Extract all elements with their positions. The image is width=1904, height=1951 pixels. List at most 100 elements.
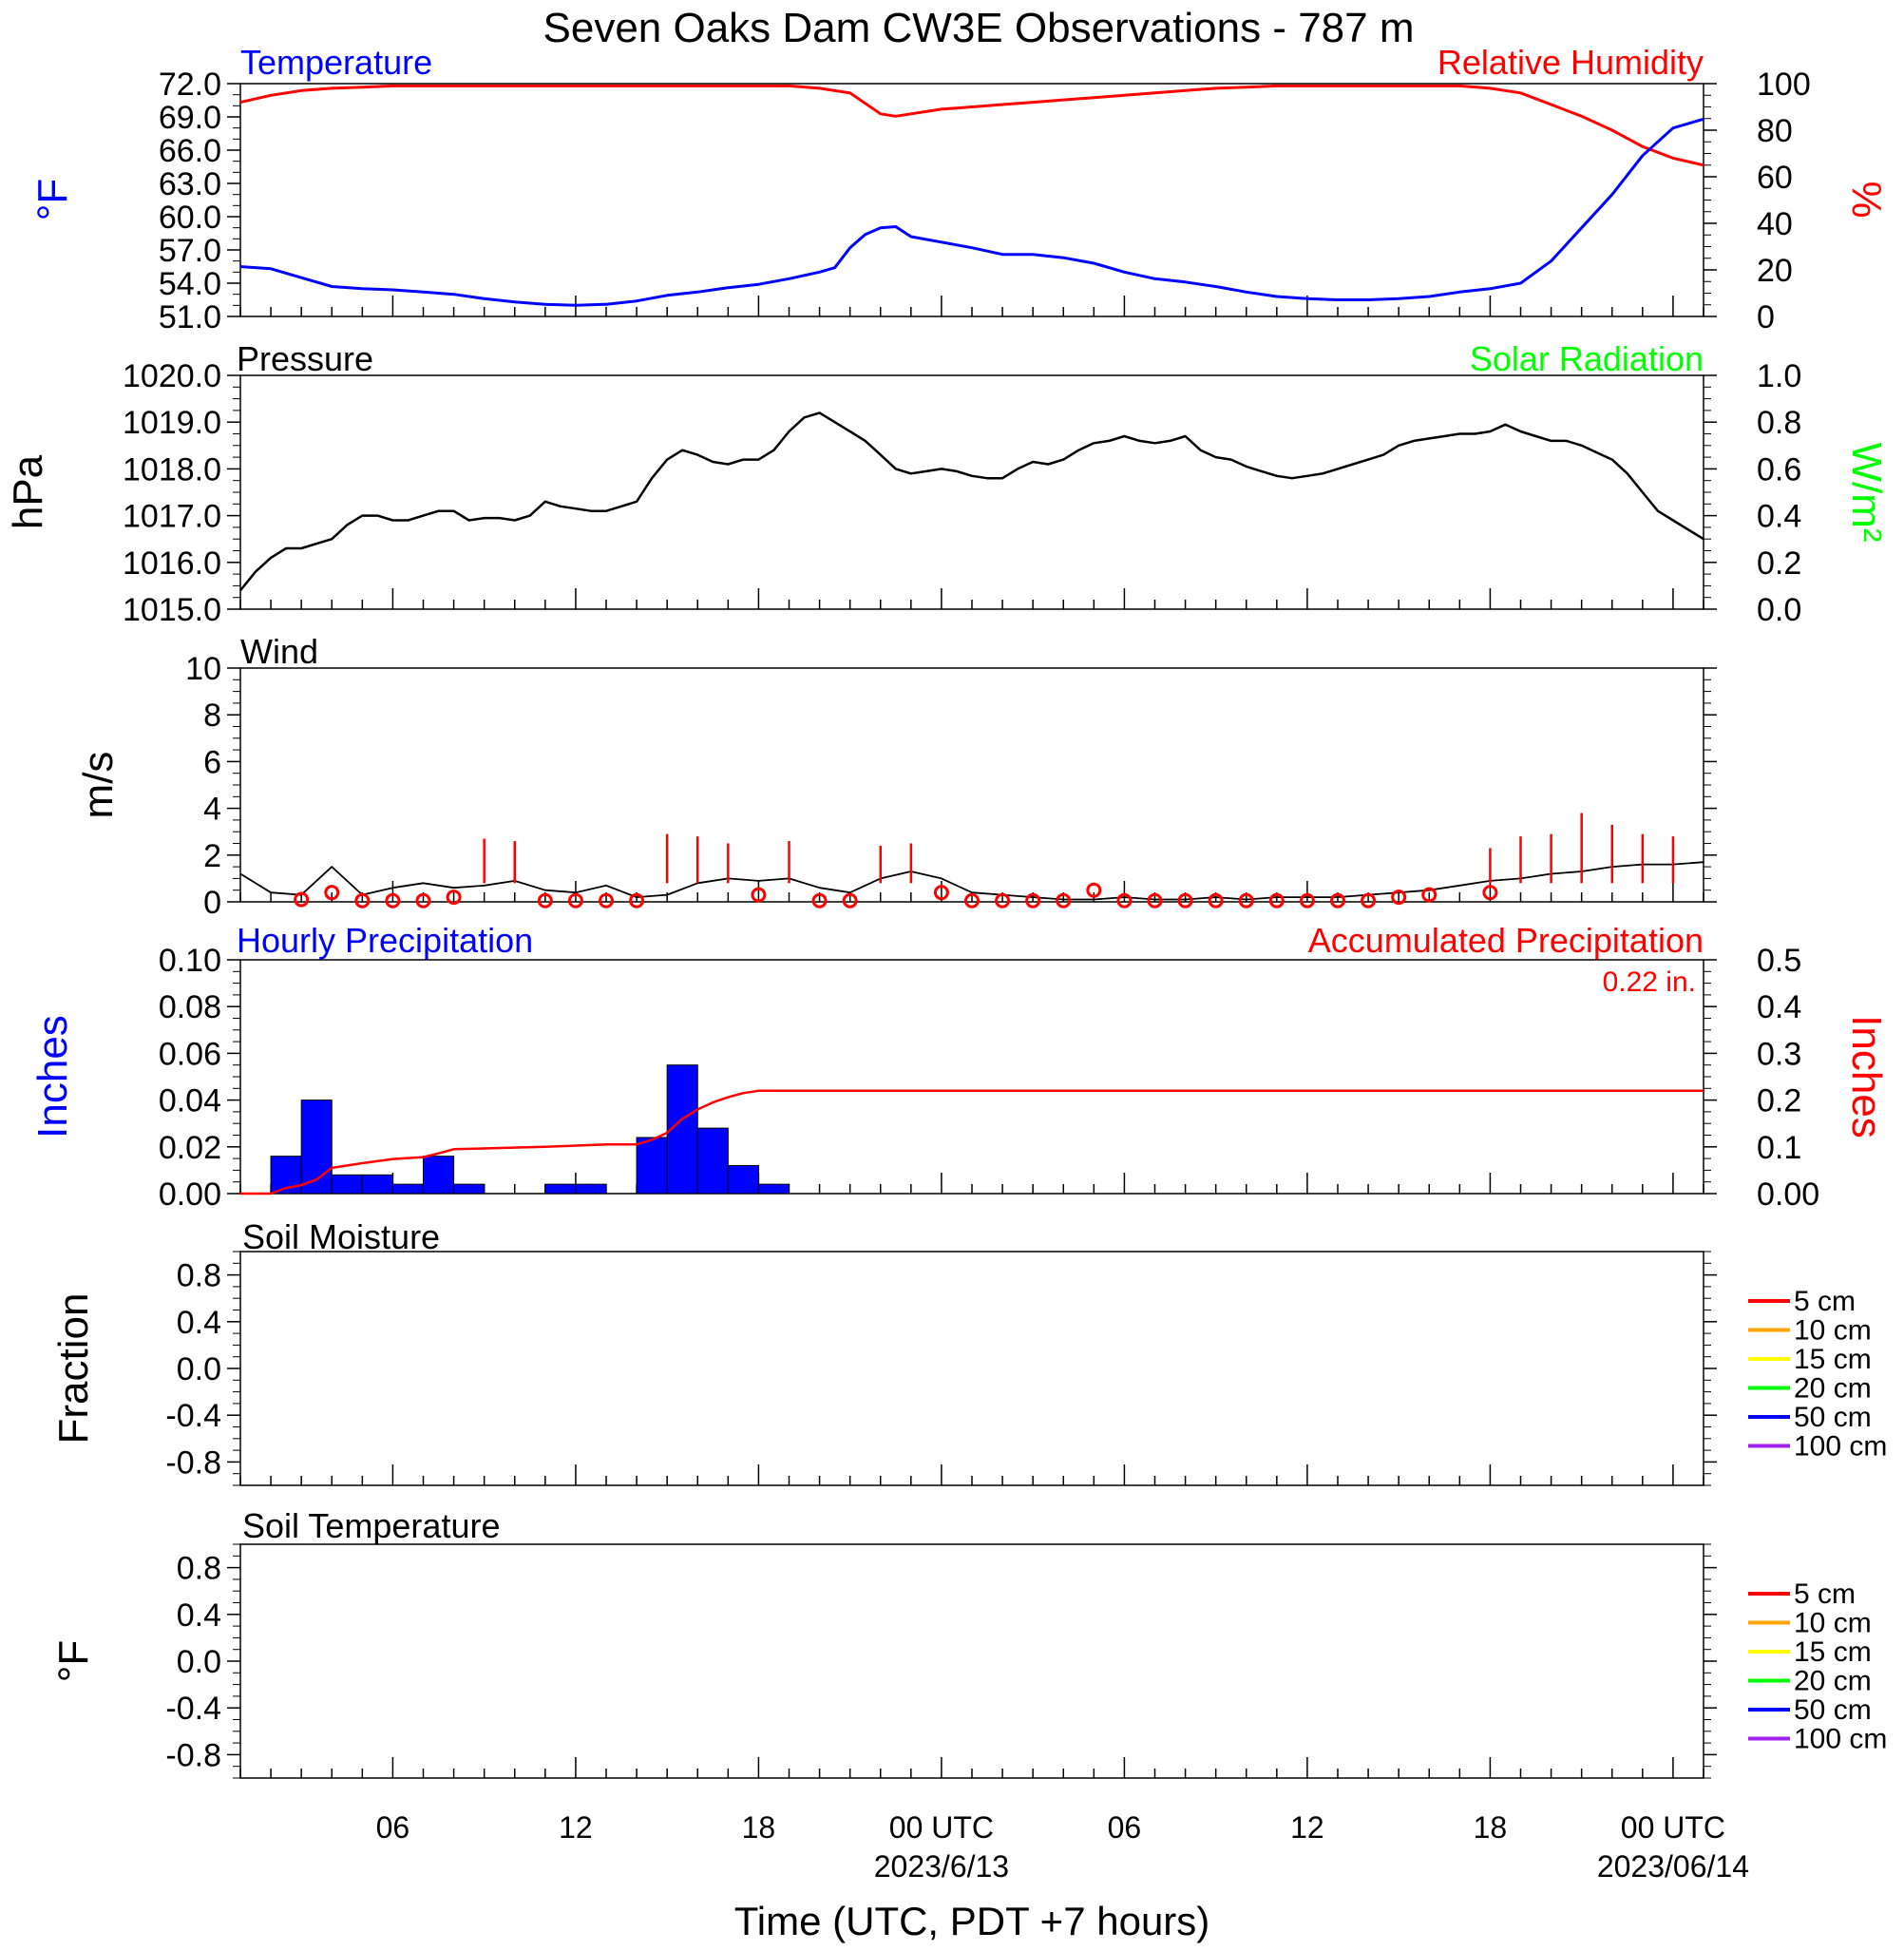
soil-moisture-y-tick-label: -0.8 xyxy=(165,1444,221,1481)
wind-hourly-point xyxy=(1299,892,1315,909)
soil-temperature-y-tick-label: -0.4 xyxy=(165,1691,221,1727)
pressure-y-tick-label: 1019.0 xyxy=(123,405,221,441)
humidity-y2-tick-label: 80 xyxy=(1757,113,1793,149)
wind-hourly-point xyxy=(1482,885,1498,901)
wind-y-tick-label: 8 xyxy=(203,698,221,734)
wind-hourly-point xyxy=(751,887,767,903)
wind-hourly-point xyxy=(415,892,431,909)
pressure-unit-label: hPa xyxy=(5,454,51,529)
wind-y-tick-label: 6 xyxy=(203,744,221,780)
humidity-y2-tick-label: 60 xyxy=(1757,160,1793,196)
x-tick-label: 18 xyxy=(742,1810,776,1845)
temperature-y-tick-label: 66.0 xyxy=(159,133,221,169)
soil-moisture-legend-label: 50 cm xyxy=(1794,1402,1872,1433)
solar-y2-tick-label: 1.0 xyxy=(1757,358,1801,394)
wind-hourly-point xyxy=(1147,892,1163,909)
temperature-y-tick-label: 60.0 xyxy=(159,200,221,236)
wind-hourly-point xyxy=(629,892,645,909)
soil-moisture-legend-label: 10 cm xyxy=(1794,1315,1872,1347)
wind-hourly-point xyxy=(354,892,371,909)
hourly-precip-unit-label: Inches xyxy=(29,1015,76,1138)
wind-y-tick-label: 2 xyxy=(203,838,221,874)
temperature-y-tick-label: 51.0 xyxy=(159,299,221,335)
soil-moisture-panel: 0.8 0.4 0.0 -0.4 -0.8 Soil Moisture Fraction 5 … xyxy=(50,1217,1887,1486)
wind-hourly-point xyxy=(842,892,858,909)
humidity-line xyxy=(239,84,1704,167)
accum-precip-y2-tick-label: 0.3 xyxy=(1757,1036,1801,1072)
humidity-y2-tick-label: 20 xyxy=(1757,253,1793,289)
hourly-precip-bar xyxy=(575,1183,607,1195)
soil-temperature-legend-label: 100 cm xyxy=(1794,1724,1887,1755)
wind-unit-label: m/s xyxy=(75,752,122,819)
temperature-y-tick-label: 54.0 xyxy=(159,266,221,302)
wind-hourly-point xyxy=(446,889,462,906)
temperature-y-tick-label: 63.0 xyxy=(159,166,221,202)
hourly-precip-y-tick-label: 0.10 xyxy=(159,943,221,979)
precipitation-panel: 0.10 0.08 0.06 0.04 0.02 0.00 0.5 0.4 0.3 0.2 0.1 0… xyxy=(29,921,1890,1213)
soil-temperature-y-tick-label: 0.4 xyxy=(177,1597,221,1634)
temperature-humidity-panel: 72.069.066.063.060.057.054.051.0 100 80 60 4… xyxy=(29,43,1890,335)
solar-unit-label: W/m² xyxy=(1843,442,1890,542)
temperature-panel-frame xyxy=(239,83,1704,317)
precip-total-label: 0.22 in. xyxy=(1603,966,1696,998)
soil-temperature-y-tick-label: -0.8 xyxy=(165,1737,221,1773)
wind-hourly-point xyxy=(1421,887,1438,903)
hourly-precip-bar xyxy=(391,1183,424,1195)
wind-hourly-point xyxy=(1116,892,1133,909)
wind-y-tick-label: 4 xyxy=(203,792,221,828)
solar-y2-tick-label: 0.4 xyxy=(1757,499,1801,535)
pressure-title: Pressure xyxy=(237,339,373,378)
hourly-precip-bar xyxy=(423,1156,455,1195)
pressure-panel-frame xyxy=(239,374,1704,610)
soil-moisture-y-tick-label: 0.4 xyxy=(177,1305,221,1341)
temperature-title: Temperature xyxy=(240,43,432,82)
wind-title: Wind xyxy=(240,632,318,671)
wind-y-tick-label: 10 xyxy=(185,651,221,687)
soil-moisture-legend-label: 100 cm xyxy=(1794,1431,1887,1463)
x-tick-label: 06 xyxy=(1108,1810,1142,1845)
accum-precip-y2-tick-label: 0.5 xyxy=(1757,943,1801,979)
soil-moisture-title: Soil Moisture xyxy=(242,1217,440,1256)
humidity-unit-label: % xyxy=(1843,181,1890,218)
soil-temperature-y-tick-label: 0.0 xyxy=(177,1644,221,1680)
hourly-precip-bar xyxy=(453,1183,486,1195)
pressure-y-tick-label: 1020.0 xyxy=(123,358,221,394)
accum-precip-y2-tick-label: 0.1 xyxy=(1757,1130,1801,1166)
hourly-precip-bar xyxy=(331,1174,363,1195)
soil-moisture-unit-label: Fraction xyxy=(50,1293,97,1444)
hourly-precip-bar xyxy=(696,1127,729,1195)
soil-temperature-unit-label: °F xyxy=(50,1640,97,1682)
hourly-precip-y-tick-label: 0.04 xyxy=(159,1083,221,1119)
temperature-y-tick-label: 72.0 xyxy=(159,67,221,103)
temperature-unit-label: °F xyxy=(29,179,76,220)
temperature-y-tick-label: 57.0 xyxy=(159,233,221,269)
soil-temperature-y-tick-label: 0.8 xyxy=(177,1551,221,1587)
x-date-label: 2023/06/14 xyxy=(1597,1849,1749,1884)
wind-hourly-point xyxy=(599,892,614,909)
soil-moisture-y-tick-label: -0.4 xyxy=(165,1398,221,1434)
humidity-y2-tick-label: 100 xyxy=(1757,67,1811,103)
soil-moisture-panel-frame xyxy=(239,1251,1704,1486)
solar-title: Solar Radiation xyxy=(1470,339,1704,378)
wind-hourly-point xyxy=(1056,892,1072,909)
wind-hourly-point xyxy=(1391,889,1407,906)
accum-precip-unit-label: Inches xyxy=(1843,1015,1890,1138)
temperature-line xyxy=(239,117,1704,307)
wind-panel: 10 8 6 4 2 0 Wind m/s xyxy=(75,632,1717,921)
hourly-precip-title: Hourly Precipitation xyxy=(237,921,533,960)
pressure-panel: 1020.0 1019.0 1018.0 1017.0 1016.0 1015.0 1.0 0… xyxy=(5,339,1890,628)
precipitation-panel-frame xyxy=(239,959,1704,1195)
soil-temperature-legend-label: 20 cm xyxy=(1794,1666,1872,1697)
humidity-y2-tick-label: 40 xyxy=(1757,206,1793,242)
soil-moisture-legend-label: 20 cm xyxy=(1794,1373,1872,1405)
wind-hourly-point xyxy=(567,892,583,909)
wind-hourly-point xyxy=(1086,882,1102,898)
solar-y2-tick-label: 0.6 xyxy=(1757,451,1801,488)
wind-hourly-point xyxy=(294,891,310,908)
wind-hourly-point xyxy=(1238,892,1254,909)
solar-y2-tick-label: 0.8 xyxy=(1757,405,1801,441)
solar-y2-tick-label: 0.0 xyxy=(1757,592,1801,628)
hourly-precip-y-tick-label: 0.02 xyxy=(159,1130,221,1166)
x-tick-label: 06 xyxy=(376,1810,410,1845)
